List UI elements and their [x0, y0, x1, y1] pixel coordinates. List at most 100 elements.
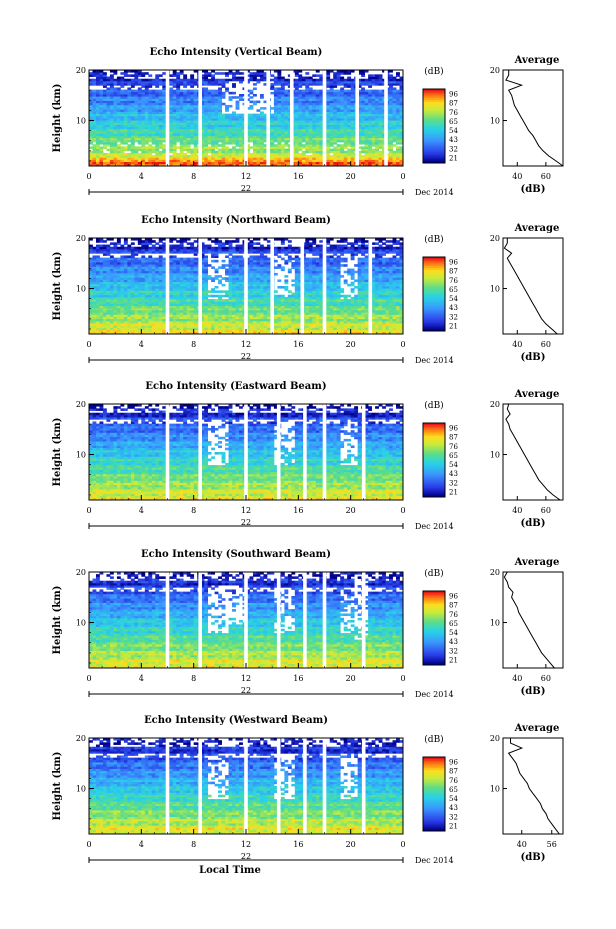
- heatmap-cell: [357, 323, 362, 326]
- heatmap-cell: [329, 78, 334, 82]
- heatmap-cell: [246, 320, 250, 324]
- heatmap-cell: [89, 163, 93, 167]
- heatmap-cell: [158, 102, 163, 106]
- heatmap-cell: [116, 157, 121, 160]
- heatmap-cell: [137, 96, 142, 99]
- heatmap-cell: [252, 146, 257, 149]
- heatmap-cell: [312, 98, 317, 101]
- heatmap-cell: [204, 70, 209, 73]
- heatmap-cell: [95, 124, 100, 128]
- heatmap-cell: [95, 76, 100, 80]
- heatmap-cell: [204, 314, 209, 317]
- heatmap-cell: [179, 109, 184, 112]
- heatmap-cell: [249, 155, 254, 158]
- heatmap-cell: [190, 305, 195, 309]
- heatmap-cell: [218, 124, 222, 128]
- heatmap-cell: [190, 78, 195, 82]
- heatmap-cell: [116, 155, 121, 158]
- heatmap-cell: [368, 146, 372, 149]
- heatmap-cell: [193, 128, 198, 132]
- heatmap-cell: [99, 128, 104, 132]
- heatmap-cell: [120, 323, 125, 326]
- heatmap-cell: [172, 133, 177, 136]
- heatmap-cell: [396, 89, 400, 93]
- heatmap-cell: [148, 115, 153, 119]
- heatmap-cell: [155, 316, 160, 320]
- heatmap-cell: [232, 148, 236, 152]
- heatmap-cell: [218, 305, 222, 309]
- heatmap-cell: [294, 157, 299, 160]
- heatmap-cell: [301, 146, 306, 149]
- heatmap-cell: [186, 100, 191, 104]
- heatmap-cell: [270, 128, 275, 132]
- heatmap-cell: [396, 161, 400, 165]
- heatmap-cell: [319, 102, 324, 106]
- heatmap-cell: [99, 126, 104, 130]
- heatmap-cell: [378, 152, 383, 156]
- heatmap-cell: [266, 327, 271, 331]
- heatmap-cell: [144, 118, 149, 121]
- heatmap-cell: [151, 113, 156, 117]
- heatmap-cell: [109, 312, 114, 315]
- heatmap-cell: [134, 318, 139, 322]
- heatmap-cell: [102, 115, 107, 119]
- heatmap-cell: [134, 83, 139, 86]
- heatmap-cell: [113, 96, 118, 99]
- heatmap-cell: [329, 83, 334, 86]
- heatmap-cell: [350, 115, 355, 119]
- heatmap-cell: [130, 98, 135, 101]
- data-gap: [384, 70, 388, 166]
- heatmap-cell: [294, 163, 299, 167]
- heatmap-cell: [190, 142, 195, 145]
- heatmap-cell: [361, 305, 366, 309]
- heatmap-cell: [389, 122, 393, 125]
- heatmap-cell: [225, 307, 229, 311]
- heatmap-cell: [127, 307, 132, 311]
- heatmap-cell: [162, 98, 167, 101]
- heatmap-cell: [329, 120, 334, 123]
- heatmap-cell: [329, 94, 334, 97]
- heatmap-cell: [305, 87, 310, 91]
- heatmap-cell: [218, 91, 222, 95]
- heatmap-cell: [123, 155, 128, 158]
- heatmap-cell: [218, 120, 222, 123]
- heatmap-cell: [371, 152, 376, 156]
- heatmap-cell: [319, 78, 324, 82]
- heatmap-cell: [252, 115, 257, 119]
- heatmap-cell: [280, 331, 285, 335]
- heatmap-cell: [396, 310, 400, 313]
- heatmap-cell: [120, 80, 125, 84]
- heatmap-cell: [141, 150, 146, 154]
- x-tick-label: 20: [346, 172, 356, 181]
- heatmap-cell: [329, 310, 334, 313]
- heatmap-cell: [361, 100, 366, 104]
- heatmap-cell: [120, 161, 125, 165]
- heatmap-cell: [155, 137, 160, 141]
- heatmap-cell: [116, 98, 121, 101]
- heatmap-cell: [298, 122, 303, 125]
- heatmap-cell: [221, 135, 226, 139]
- heatmap-cell: [364, 329, 369, 333]
- heatmap-cell: [333, 115, 338, 119]
- heatmap-cell: [120, 91, 125, 95]
- heatmap-cell: [141, 159, 146, 163]
- heatmap-cell: [151, 80, 156, 84]
- heatmap-cell: [232, 131, 236, 134]
- heatmap-cell: [207, 109, 212, 112]
- heatmap-cell: [123, 80, 128, 84]
- heatmap-cell: [246, 305, 250, 309]
- heatmap-cell: [294, 70, 299, 73]
- heatmap-cell: [148, 128, 153, 132]
- heatmap-cell: [137, 98, 142, 101]
- heatmap-cell: [225, 139, 229, 143]
- heatmap-cell: [308, 107, 313, 110]
- heatmap-cell: [218, 83, 222, 86]
- heatmap-cell: [350, 87, 355, 91]
- heatmap-cell: [225, 320, 229, 324]
- heatmap-cell: [298, 305, 303, 309]
- heatmap-cell: [305, 142, 310, 145]
- heatmap-cell: [371, 78, 376, 82]
- heatmap-cell: [239, 327, 243, 331]
- heatmap-cell: [109, 144, 114, 147]
- heatmap-cell: [333, 142, 338, 145]
